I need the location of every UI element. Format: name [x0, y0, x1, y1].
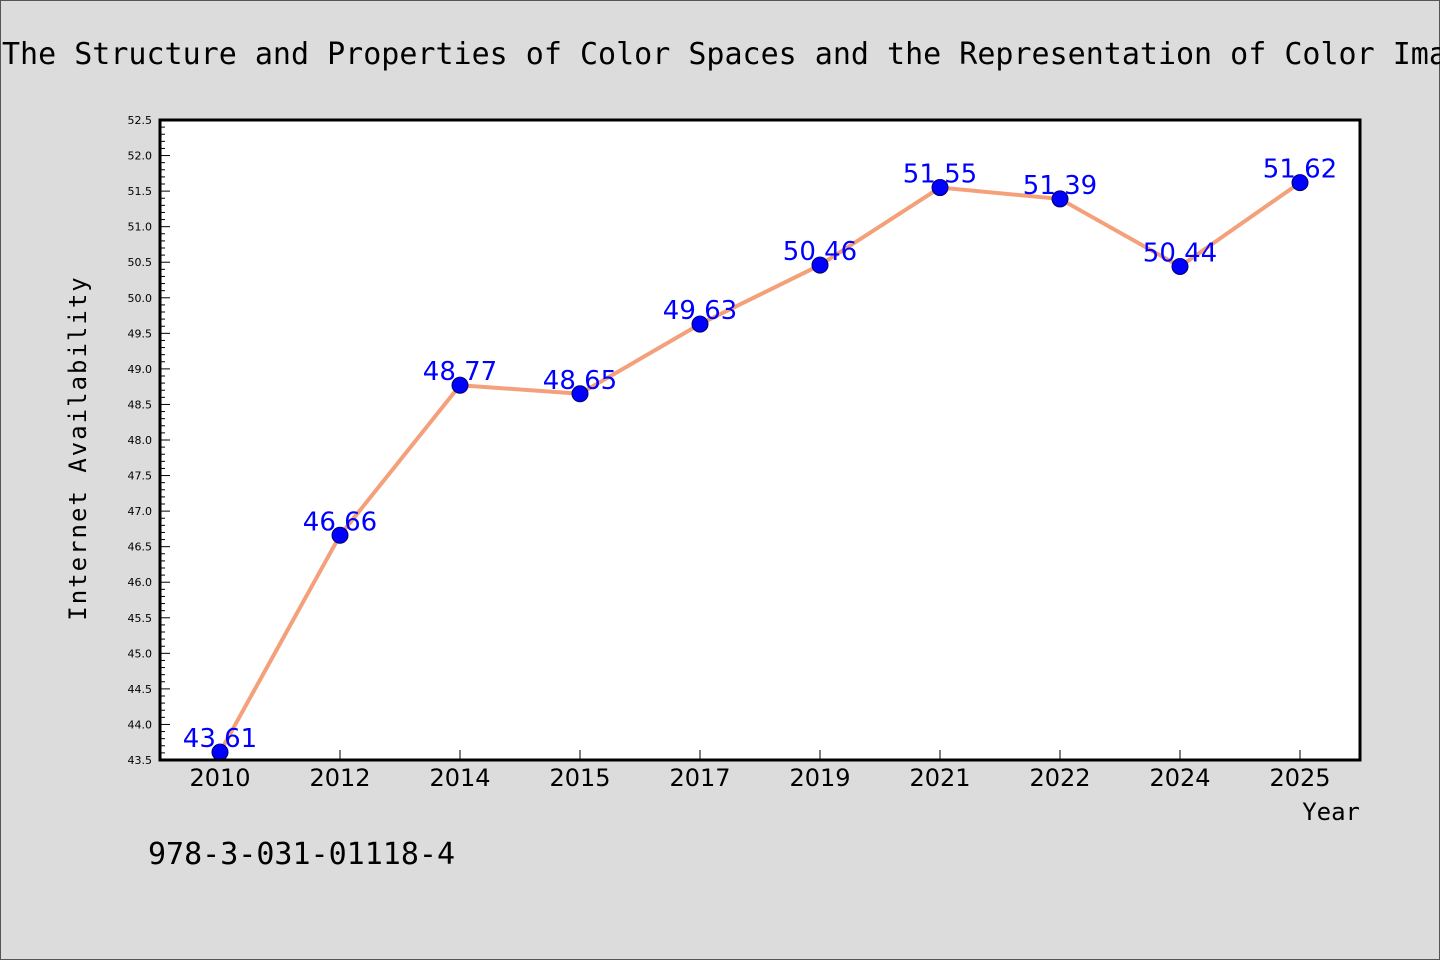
- data-label: 48.77: [423, 357, 497, 387]
- y-tick-label: 51.0: [128, 221, 153, 234]
- isbn-text: 978-3-031-01118-4: [148, 837, 455, 872]
- x-tick-label: 2017: [669, 764, 730, 792]
- data-point: [1171, 257, 1189, 275]
- y-tick-label: 45.5: [128, 612, 153, 625]
- data-label: 50.44: [1143, 238, 1217, 268]
- y-tick-label: 52.0: [128, 150, 153, 163]
- x-axis-label: Year: [1302, 798, 1360, 826]
- y-tick-label: 49.5: [128, 327, 153, 340]
- y-tick-label: 51.5: [128, 185, 153, 198]
- x-tick-label: 2019: [789, 764, 850, 792]
- data-label: 51.55: [903, 160, 977, 190]
- data-label: 43.61: [183, 724, 257, 754]
- y-tick-label: 43.5: [128, 754, 153, 767]
- plot-area: [160, 120, 1360, 760]
- y-tick-label: 44.5: [128, 683, 153, 696]
- data-points: [211, 174, 1309, 761]
- x-tick-label: 2025: [1269, 764, 1330, 792]
- y-axis: 43.5 44.0 44.5 45.0 45.5 46.0 46.5 47.0 47.5 48.0…: [128, 114, 170, 767]
- x-tick-label: 2021: [909, 764, 970, 792]
- y-tick-label: 47.5: [128, 470, 153, 483]
- y-tick-label: 48.5: [128, 398, 153, 411]
- data-point: [1291, 174, 1309, 192]
- data-label: 49.63: [663, 296, 737, 326]
- y-tick-label: 46.5: [128, 541, 153, 554]
- y-tick-label: 52.5: [128, 114, 153, 127]
- y-tick-label: 48.0: [128, 434, 153, 447]
- data-point: [331, 526, 349, 544]
- x-tick-label: 2010: [189, 764, 250, 792]
- series-line: [218, 180, 1302, 754]
- y-tick-label: 47.0: [128, 505, 153, 518]
- y-tick-label: 46.0: [128, 576, 153, 589]
- data-label: 46.66: [303, 507, 377, 537]
- data-label: 50.46: [783, 237, 857, 267]
- data-point: [1051, 190, 1069, 208]
- x-tick-label: 2024: [1149, 764, 1210, 792]
- y-tick-label: 44.0: [128, 718, 153, 731]
- x-tick-label: 2014: [429, 764, 490, 792]
- y-tick-label: 50.5: [128, 256, 153, 269]
- data-point: [691, 315, 709, 333]
- x-tick-label: 2012: [309, 764, 370, 792]
- data-point: [571, 385, 589, 403]
- data-labels: 43.61 46.66 48.77 48.65 49.63 50.46 51.55 51.39…: [183, 155, 1337, 755]
- data-label: 51.39: [1023, 171, 1097, 201]
- x-tick-label: 2022: [1029, 764, 1090, 792]
- data-point: [451, 376, 469, 394]
- x-tick-label: 2015: [549, 764, 610, 792]
- y-tick-label: 50.0: [128, 292, 153, 305]
- data-label: 51.62: [1263, 155, 1337, 185]
- chart-title: The Structure and Properties of Color Sp…: [2, 37, 1440, 72]
- data-point: [931, 179, 949, 197]
- y-tick-label: 45.0: [128, 647, 153, 660]
- y-tick-label: 49.0: [128, 363, 153, 376]
- x-axis: 2010 2012 2014 2015 2017 2019 2021 2022 2024 2025: [189, 750, 1331, 792]
- plot-border: [158, 118, 1362, 762]
- data-label: 48.65: [543, 366, 617, 396]
- y-axis-label: Internet Availability: [64, 275, 92, 620]
- data-point: [811, 256, 829, 274]
